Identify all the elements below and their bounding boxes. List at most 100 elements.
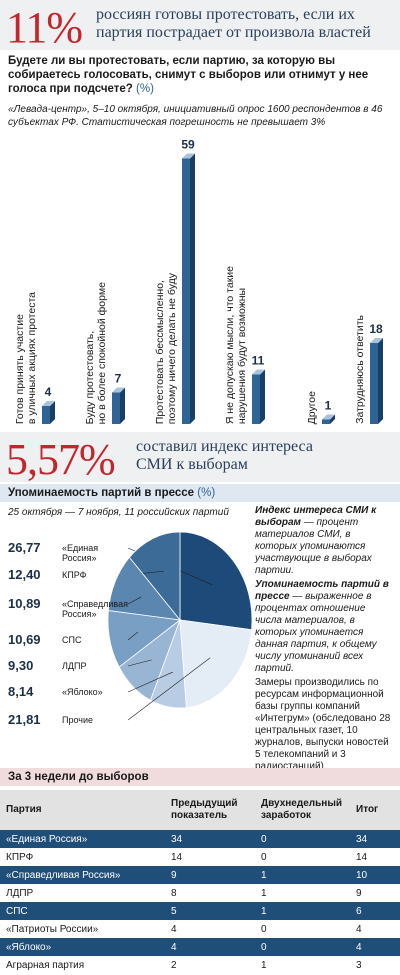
table-cell: «Единая Россия» bbox=[0, 830, 165, 848]
table-cell: 3 bbox=[356, 959, 362, 971]
category-label: Готов принять участие в уличных акциях п… bbox=[14, 291, 38, 424]
category-label: Затрудняюсь ответить bbox=[354, 315, 366, 424]
table-cell: 34 bbox=[165, 830, 255, 848]
table-cell: КПРФ bbox=[6, 851, 34, 863]
bar-side bbox=[120, 387, 125, 424]
table-cell: 4 bbox=[356, 923, 362, 935]
category-label: Другое bbox=[306, 390, 318, 424]
leader-line bbox=[127, 596, 142, 605]
bar-top bbox=[322, 414, 335, 420]
table-title: За 3 недели до выборов bbox=[0, 768, 400, 786]
leader-line bbox=[127, 659, 152, 667]
table-cell: 0 bbox=[261, 851, 267, 863]
note-paragraph: Индекс интереса СМИ к выборам — процент … bbox=[255, 505, 395, 577]
table-cell: 6 bbox=[350, 902, 400, 920]
value-label: 12,40 bbox=[8, 567, 41, 582]
note-text: — выраженное в процентах отношение числа… bbox=[255, 591, 377, 674]
pie-subtitle: 25 октября — 7 ноября, 11 российских пар… bbox=[8, 507, 229, 518]
table-row: СПС 5 1 6 bbox=[0, 902, 400, 920]
legend-label: Прочие bbox=[62, 715, 94, 725]
value-label: 10,69 bbox=[8, 632, 41, 647]
table-row: ЛДПР 8 1 9 bbox=[0, 884, 400, 902]
headline-text: россиян готовы протестовать, если их пар… bbox=[96, 6, 371, 41]
legend-label: ЛДПР bbox=[62, 661, 87, 671]
category-label: Я не допускаю мысли, что такие нарушения… bbox=[224, 265, 248, 424]
column-header: Двухнедельный заработок bbox=[255, 790, 350, 830]
note-text: Замеры производились по ресурсам информа… bbox=[255, 677, 391, 772]
bar-side bbox=[330, 414, 335, 424]
bar-front bbox=[112, 392, 120, 424]
pie-slice bbox=[128, 531, 181, 622]
leader-line bbox=[127, 631, 139, 641]
bar-chart: 4 7 59 11 1 18 Готов принять участие в уличны… bbox=[0, 140, 400, 430]
table-cell: 1 bbox=[255, 902, 350, 920]
bar-front bbox=[370, 343, 378, 424]
value-label: 18 bbox=[369, 322, 383, 336]
value-label: 1 bbox=[325, 399, 332, 413]
table-row: Аграрная партия 2 1 3 bbox=[0, 956, 400, 974]
value-label: 59 bbox=[181, 140, 195, 152]
bar-front bbox=[322, 419, 330, 424]
value-label: 9,30 bbox=[8, 658, 34, 673]
table-cell: 1 bbox=[261, 959, 267, 971]
table-cell: 8 bbox=[171, 887, 177, 899]
column-header: Партия bbox=[0, 790, 165, 830]
legend-label: «Единая Россия» bbox=[62, 543, 99, 563]
bar-title: Будете ли вы протестовать, если партию, … bbox=[8, 55, 369, 95]
bar bbox=[322, 414, 335, 424]
value-label: 26,77 bbox=[8, 540, 41, 555]
value-label: 8,14 bbox=[8, 684, 34, 699]
table-cell: 14 bbox=[171, 851, 183, 863]
note-term: Индекс интереса СМИ к выборам bbox=[255, 505, 377, 528]
table-cell: «Справедливая Россия» bbox=[0, 866, 165, 884]
bar-title-block: Будете ли вы протестовать, если партию, … bbox=[8, 54, 393, 96]
bar-side bbox=[260, 369, 265, 424]
pie-unit: (%) bbox=[197, 487, 216, 499]
headline-text-2: составил индекс интереса СМИ к выборам bbox=[136, 438, 313, 473]
pie-slice bbox=[179, 531, 253, 631]
pie-plot bbox=[107, 531, 253, 721]
value-label: 21,81 bbox=[8, 712, 41, 727]
bar-subtitle: «Левада-центр», 5–10 октября, инициативн… bbox=[8, 104, 383, 128]
table-cell: 0 bbox=[255, 938, 350, 956]
column-header: Итог bbox=[350, 790, 400, 830]
table-cell: 9 bbox=[165, 866, 255, 884]
header: 11% россиян готовы протестовать, если их… bbox=[0, 0, 400, 52]
table-cell: 0 bbox=[261, 923, 267, 935]
legend-label: КПРФ bbox=[62, 570, 87, 580]
headline-figure-2: 5,57% bbox=[6, 435, 116, 484]
table-row: «Яблоко» 4 0 4 bbox=[0, 938, 400, 956]
table-row: «Единая Россия» 34 0 34 bbox=[0, 830, 400, 848]
legend-label: СПС bbox=[62, 635, 82, 645]
bar-unit: (%) bbox=[136, 83, 154, 95]
side-note: Индекс интереса СМИ к выборам — процент … bbox=[255, 505, 395, 775]
value-label: 10,89 bbox=[8, 596, 41, 611]
value-label: 11 bbox=[252, 354, 265, 368]
bar bbox=[42, 401, 55, 424]
bar-front bbox=[252, 374, 260, 424]
bar bbox=[182, 153, 195, 424]
table-cell: «Яблоко» bbox=[0, 938, 165, 956]
pie-slice bbox=[179, 619, 252, 709]
headline-figure: 11% bbox=[6, 3, 83, 52]
table-cell: СПС bbox=[0, 902, 165, 920]
bar-top bbox=[112, 387, 125, 393]
bar bbox=[370, 338, 383, 424]
table-cell: 34 bbox=[350, 830, 400, 848]
table-row: «Патриоты России» 4 0 4 bbox=[0, 920, 400, 938]
table-row: «Справедливая Россия» 9 1 10 bbox=[0, 866, 400, 884]
column-header: Предыдущий показатель bbox=[165, 790, 255, 830]
table-cell: 1 bbox=[261, 887, 267, 899]
pie-chart: 26,77 «Единая Россия» 12,40 КПРФ 10,89 «Справ… bbox=[0, 520, 255, 765]
legend-label: «Яблоко» bbox=[62, 687, 103, 697]
bar-top bbox=[370, 338, 383, 343]
bar-side bbox=[378, 338, 383, 424]
table-row: КПРФ 14 0 14 bbox=[0, 848, 400, 866]
table: Партия Предыдущий показатель Двухнедельный… bbox=[0, 790, 400, 974]
value-label: 4 bbox=[45, 385, 52, 399]
table-cell: «Патриоты России» bbox=[6, 923, 99, 935]
category-label: Протестовать бессмысленно, поэтому ничег… bbox=[154, 272, 178, 424]
bar-front bbox=[42, 406, 50, 424]
leader-line bbox=[127, 671, 173, 693]
